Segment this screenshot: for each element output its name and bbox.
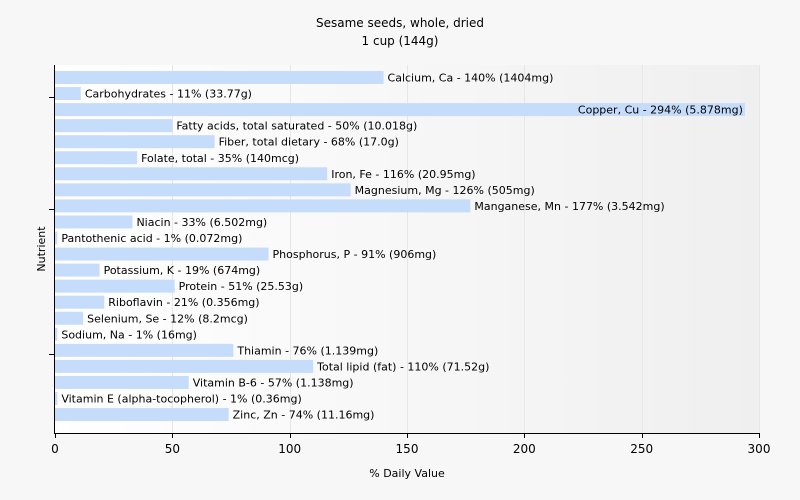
bar-label: Sodium, Na - 1% (16mg): [61, 328, 197, 341]
y-axis-label: Nutrient: [35, 226, 48, 272]
bar: [55, 103, 745, 117]
x-tick-label: 250: [630, 442, 653, 456]
x-tick-label: 300: [748, 442, 771, 456]
bar: [55, 392, 58, 405]
bar-label: Potassium, K - 19% (674mg): [104, 264, 261, 277]
bar-label: Iron, Fe - 116% (20.95mg): [331, 168, 475, 181]
bar-label: Magnesium, Mg - 126% (505mg): [355, 184, 535, 197]
bar: [55, 263, 100, 277]
x-tick-label: 200: [513, 442, 536, 456]
bar: [55, 408, 229, 422]
bar: [55, 199, 471, 213]
bar: [55, 71, 384, 84]
bar: [55, 215, 133, 229]
bar-label: Pantothenic acid - 1% (0.072mg): [61, 232, 242, 245]
bar-label: Folate, total - 35% (140mcg): [141, 152, 299, 165]
x-tick-label: 0: [51, 442, 59, 456]
chart-subtitle: 1 cup (144g): [362, 34, 439, 48]
bar: [55, 327, 58, 341]
x-tick-label: 150: [396, 442, 419, 456]
bar: [55, 359, 314, 373]
bar: [55, 375, 189, 389]
x-axis-ticks: 0 50 100 150 200 250 300: [51, 433, 770, 456]
x-tick-label: 100: [278, 442, 301, 456]
bar: [55, 183, 351, 197]
bar-label: Fiber, total dietary - 68% (17.0g): [219, 136, 399, 149]
bar-label: Niacin - 33% (6.502mg): [136, 216, 267, 229]
bar: [55, 311, 84, 325]
bars: [55, 71, 745, 422]
chart-title: Sesame seeds, whole, dried: [316, 16, 484, 30]
bar-label: Zinc, Zn - 74% (11.16mg): [233, 409, 375, 422]
bar-label: Manganese, Mn - 177% (3.542mg): [474, 200, 664, 213]
bar: [55, 231, 58, 245]
bar: [55, 87, 81, 101]
bar-label: Total lipid (fat) - 110% (71.52g): [316, 360, 489, 373]
bar-label: Carbohydrates - 11% (33.77g): [85, 88, 252, 101]
bar: [55, 247, 269, 261]
bar-label: Vitamin B-6 - 57% (1.138mg): [193, 376, 354, 389]
bar-label: Selenium, Se - 12% (8.2mcg): [87, 312, 248, 325]
bar-label: Calcium, Ca - 140% (1404mg): [388, 72, 554, 85]
bar: [55, 343, 234, 357]
bar: [55, 151, 138, 165]
y-axis-ticks: [49, 97, 54, 355]
bar-label: Riboflavin - 21% (0.356mg): [108, 296, 259, 309]
bar-label: Protein - 51% (25.53g): [179, 280, 304, 293]
bar: [55, 167, 328, 181]
bar: [55, 279, 175, 293]
x-axis-label: % Daily Value: [369, 467, 445, 480]
bar: [55, 295, 105, 309]
bar-label: Copper, Cu - 294% (5.878mg): [578, 104, 743, 117]
bar: [55, 135, 215, 149]
x-tick-label: 50: [165, 442, 180, 456]
bar-label: Fatty acids, total saturated - 50% (10.0…: [176, 120, 417, 133]
bar-label: Phosphorus, P - 91% (906mg): [273, 248, 437, 261]
bar: [55, 119, 173, 133]
bar-labels: Calcium, Ca - 140% (1404mg) Carbohydrates…: [61, 72, 743, 422]
bar-label: Vitamin E (alpha-tocopherol) - 1% (0.36m…: [61, 393, 301, 406]
bar-label: Thiamin - 76% (1.139mg): [236, 344, 378, 357]
grid-lines: [172, 65, 760, 433]
